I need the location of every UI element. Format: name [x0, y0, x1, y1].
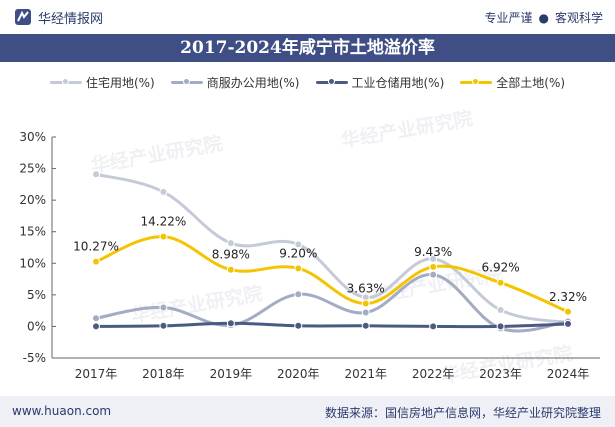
footer: www.huaon.com 数据来源：国信房地产信息网，华经产业研究院整理: [0, 396, 615, 427]
x-tick-label: 2023年: [479, 367, 522, 381]
data-label-all: 10.27%: [73, 240, 119, 254]
data-label-all: 8.98%: [212, 248, 250, 262]
y-tick-label: 0%: [27, 319, 46, 333]
data-label-all: 14.22%: [141, 215, 187, 229]
x-tick-label: 2017年: [75, 367, 118, 381]
footer-website[interactable]: www.huaon.com: [12, 404, 112, 418]
data-label-all: 6.92%: [482, 261, 520, 275]
legend-swatch-all: [460, 77, 493, 85]
data-point-industrial: [226, 319, 235, 328]
tagline: 专业严谨 ● 客观科学: [484, 9, 603, 26]
footer-source: 数据来源：国信房地产信息网，华经产业研究院整理: [324, 406, 601, 420]
legend-label-commercial: 商服办公用地(%): [206, 75, 300, 90]
y-tick-label: 30%: [19, 130, 46, 144]
huajing-logo-icon: [15, 9, 31, 25]
x-tick-label: 2022年: [412, 367, 455, 381]
data-point-industrial: [294, 321, 303, 330]
x-tick-label: 2021年: [344, 367, 387, 381]
legend-label-industrial: 工业仓储用地(%): [351, 75, 445, 90]
data-point-industrial: [429, 322, 438, 331]
title-bar: 2017-2024年咸宁市土地溢价率: [0, 34, 615, 62]
data-point-all: [294, 264, 303, 273]
data-label-all: 2.32%: [549, 290, 587, 304]
data-point-residential: [226, 239, 235, 248]
y-tick-label: 5%: [27, 288, 46, 302]
data-point-industrial: [564, 319, 572, 328]
data-label-all: 9.43%: [414, 245, 452, 259]
legend-item-residential[interactable]: 住宅用地(%): [49, 74, 155, 91]
data-point-residential: [92, 170, 100, 179]
legend-item-industrial[interactable]: 工业仓储用地(%): [315, 74, 445, 91]
data-point-all: [159, 232, 168, 241]
legend-label-residential: 住宅用地(%): [85, 75, 155, 90]
data-label-all: 3.63%: [347, 282, 385, 296]
y-tick-label: 15%: [19, 225, 46, 239]
y-tick-label: 20%: [19, 193, 46, 207]
series-line-industrial: [94, 321, 570, 329]
data-point-commercial: [294, 290, 303, 299]
data-point-all: [226, 265, 235, 274]
series-line-residential: [94, 172, 570, 325]
data-point-all: [429, 262, 438, 271]
data-point-industrial: [159, 321, 168, 330]
x-tick-label: 2020年: [277, 367, 320, 381]
y-tick-label: 25%: [19, 162, 46, 176]
tagline-right: 客观科学: [554, 11, 603, 25]
brand[interactable]: 华经情报网: [14, 8, 104, 27]
x-tick-label: 2024年: [547, 367, 590, 381]
x-tick-label: 2018年: [142, 367, 185, 381]
data-point-all: [361, 299, 370, 308]
data-point-commercial: [92, 314, 100, 323]
data-point-residential: [159, 187, 168, 196]
chart-legend: 住宅用地(%) 商服办公用地(%) 工业仓储用地(%) 全部土地(%): [0, 72, 615, 92]
x-tick-label: 2019年: [210, 367, 253, 381]
data-label-all: 9.20%: [279, 246, 317, 260]
data-point-all: [496, 278, 505, 287]
legend-item-commercial[interactable]: 商服办公用地(%): [170, 74, 300, 91]
data-point-commercial: [429, 270, 438, 279]
brand-name: 华经情报网: [38, 11, 104, 27]
tagline-left: 专业严谨: [484, 11, 533, 25]
data-point-industrial: [92, 322, 100, 331]
data-point-commercial: [159, 303, 168, 312]
top-bar: 华经情报网 专业严谨 ● 客观科学: [0, 0, 615, 34]
chart-title: 2017-2024年咸宁市土地溢价率: [180, 38, 435, 58]
legend-label-all: 全部土地(%): [496, 75, 566, 90]
data-point-industrial: [496, 322, 505, 331]
series-line-commercial: [94, 273, 570, 333]
data-point-industrial: [361, 321, 370, 330]
series-line-all: [94, 235, 570, 314]
data-point-residential: [496, 306, 505, 315]
data-point-all: [564, 307, 572, 316]
legend-item-all[interactable]: 全部土地(%): [460, 74, 565, 91]
legend-swatch-commercial: [170, 77, 203, 85]
data-point-residential: [294, 240, 303, 249]
data-point-commercial: [361, 308, 370, 317]
data-point-residential: [429, 254, 438, 263]
dot-separator-icon: ●: [538, 10, 549, 25]
line-chart: -5% 0% 5% 10% 15% 20% 25% 30% 2017年 2018年 2019年 202…: [19, 130, 600, 381]
y-tick-label: -5%: [23, 351, 46, 365]
data-point-all: [92, 257, 100, 266]
y-tick-label: 10%: [19, 256, 46, 270]
legend-swatch-industrial: [315, 77, 348, 85]
legend-swatch-residential: [49, 77, 82, 85]
